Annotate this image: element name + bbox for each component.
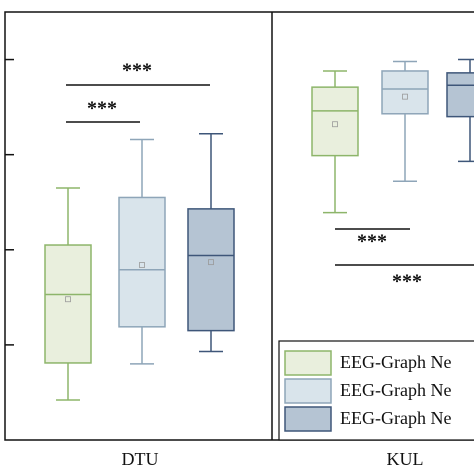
significance-label: ***	[357, 231, 387, 253]
legend-label: EEG-Graph Ne	[340, 352, 451, 372]
box	[381, 70, 429, 115]
box	[446, 72, 474, 118]
plot-frame	[4, 11, 474, 441]
x-tick-label: DTU	[122, 449, 159, 469]
box	[44, 244, 92, 364]
legend-label: EEG-Graph Ne	[340, 408, 451, 428]
mean-marker	[65, 296, 71, 303]
significance-label: ***	[122, 60, 152, 82]
box	[187, 208, 235, 332]
legend-swatch	[284, 406, 332, 432]
legend-label: EEG-Graph Ne	[340, 380, 451, 400]
x-tick-label: KUL	[387, 449, 424, 469]
mean-marker	[208, 259, 214, 266]
legend-swatch	[284, 378, 332, 404]
significance-label: ***	[87, 98, 117, 120]
mean-marker	[332, 121, 338, 128]
legend-swatch	[284, 350, 332, 376]
mean-marker	[139, 262, 145, 268]
significance-label: ***	[392, 271, 422, 293]
mean-marker	[402, 93, 408, 100]
